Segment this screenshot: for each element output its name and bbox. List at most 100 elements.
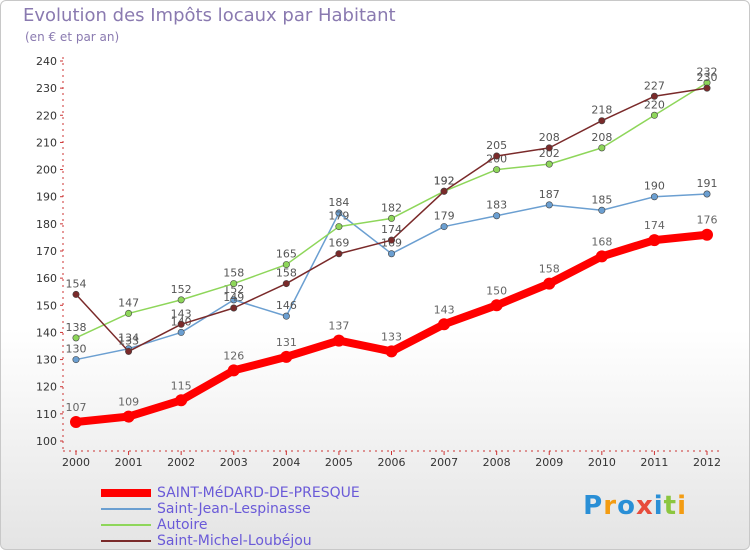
data-point-saint-michel-loub-jou xyxy=(230,304,238,312)
data-label-saint-michel-loub-jou: 218 xyxy=(591,104,612,117)
x-tick-label: 2000 xyxy=(62,456,90,469)
data-point-autoire xyxy=(72,334,80,342)
data-label-saint-michel-loub-jou: 174 xyxy=(381,223,402,236)
y-tick-label: 220 xyxy=(36,109,57,122)
y-tick-label: 200 xyxy=(36,164,57,177)
chart-title: Evolution des Impôts locaux par Habitant xyxy=(23,5,396,26)
data-point-saint-m-dard-de-presque xyxy=(438,318,451,331)
y-tick-label: 240 xyxy=(36,55,57,68)
data-point-saint-jean-lespinasse xyxy=(282,312,290,320)
data-label-autoire: 208 xyxy=(591,131,612,144)
x-tick-label: 2009 xyxy=(535,456,563,469)
y-tick-label: 130 xyxy=(36,354,57,367)
data-label-autoire: 152 xyxy=(171,283,192,296)
data-label-saint-m-dard-de-presque: 143 xyxy=(434,303,455,316)
data-point-saint-m-dard-de-presque xyxy=(595,250,608,263)
data-label-saint-m-dard-de-presque: 107 xyxy=(66,401,87,414)
legend-item: Saint-Michel-Loubéjou xyxy=(101,533,360,549)
data-label-autoire: 138 xyxy=(66,321,87,334)
data-label-saint-jean-lespinasse: 179 xyxy=(434,210,455,223)
y-tick-label: 150 xyxy=(36,299,57,312)
data-label-saint-jean-lespinasse: 146 xyxy=(276,299,297,312)
data-point-saint-jean-lespinasse xyxy=(545,201,553,209)
y-tick-label: 180 xyxy=(36,218,57,231)
data-point-saint-m-dard-de-presque xyxy=(648,234,661,247)
data-point-saint-jean-lespinasse xyxy=(230,296,238,304)
data-point-autoire xyxy=(177,296,185,304)
data-label-saint-michel-loub-jou: 169 xyxy=(328,237,349,250)
data-label-saint-m-dard-de-presque: 126 xyxy=(223,349,244,362)
legend-label: Saint-Jean-Lespinasse xyxy=(157,501,311,517)
legend-item: Saint-Jean-Lespinasse xyxy=(101,501,360,517)
data-label-saint-jean-lespinasse: 152 xyxy=(223,283,244,296)
data-point-saint-m-dard-de-presque xyxy=(122,410,135,423)
x-tick-label: 2012 xyxy=(693,456,721,469)
data-label-autoire: 165 xyxy=(276,248,297,261)
x-tick-label: 2007 xyxy=(430,456,458,469)
data-label-saint-michel-loub-jou: 230 xyxy=(697,71,718,84)
data-point-autoire xyxy=(230,280,238,288)
data-point-saint-michel-loub-jou xyxy=(545,144,553,152)
data-point-saint-m-dard-de-presque xyxy=(175,394,188,407)
data-point-saint-michel-loub-jou xyxy=(598,117,606,125)
data-point-saint-jean-lespinasse xyxy=(650,193,658,201)
data-label-saint-m-dard-de-presque: 176 xyxy=(697,214,718,227)
data-point-saint-jean-lespinasse xyxy=(703,190,711,198)
data-label-saint-m-dard-de-presque: 133 xyxy=(381,330,402,343)
logo-letter: i xyxy=(677,491,687,521)
x-tick-label: 2011 xyxy=(640,456,668,469)
data-point-saint-michel-loub-jou xyxy=(440,187,448,195)
logo-letter: o xyxy=(617,491,636,521)
data-label-saint-m-dard-de-presque: 158 xyxy=(539,263,560,276)
data-point-saint-jean-lespinasse xyxy=(387,250,395,258)
data-label-saint-michel-loub-jou: 154 xyxy=(66,277,87,290)
y-tick-label: 140 xyxy=(36,326,57,339)
data-label-saint-michel-loub-jou: 192 xyxy=(434,174,455,187)
data-label-saint-jean-lespinasse: 184 xyxy=(328,196,349,209)
data-label-saint-michel-loub-jou: 158 xyxy=(276,267,297,280)
data-label-autoire: 232 xyxy=(697,66,718,79)
chart-legend: SAINT-MéDARD-DE-PRESQUE Saint-Jean-Lespin… xyxy=(101,485,360,549)
data-label-autoire: 202 xyxy=(539,147,560,160)
proxiti-logo: Proxiti xyxy=(583,491,687,521)
y-tick-label: 170 xyxy=(36,245,57,258)
data-point-saint-m-dard-de-presque xyxy=(70,416,82,428)
logo-letter: t xyxy=(663,491,678,521)
data-point-saint-michel-loub-jou xyxy=(387,236,395,244)
data-label-saint-jean-lespinasse: 130 xyxy=(66,343,87,356)
y-tick-label: 110 xyxy=(36,408,57,421)
data-label-saint-michel-loub-jou: 143 xyxy=(171,307,192,320)
data-point-saint-jean-lespinasse xyxy=(72,356,80,364)
legend-item: Autoire xyxy=(101,517,360,533)
data-point-autoire xyxy=(598,144,606,152)
data-label-autoire: 182 xyxy=(381,201,402,214)
data-point-saint-jean-lespinasse xyxy=(598,206,606,214)
data-point-autoire xyxy=(387,214,395,222)
data-point-saint-michel-loub-jou xyxy=(72,290,80,298)
data-point-saint-m-dard-de-presque xyxy=(385,345,398,358)
legend-label: Saint-Michel-Loubéjou xyxy=(157,533,312,549)
x-tick-label: 2006 xyxy=(378,456,406,469)
y-tick-label: 160 xyxy=(36,272,57,285)
data-point-saint-michel-loub-jou xyxy=(125,347,133,355)
data-point-autoire xyxy=(125,309,133,317)
data-label-saint-michel-loub-jou: 149 xyxy=(223,291,244,304)
data-point-saint-jean-lespinasse xyxy=(335,209,343,217)
data-point-saint-michel-loub-jou xyxy=(650,92,658,100)
data-point-saint-m-dard-de-presque xyxy=(490,299,503,312)
data-label-saint-m-dard-de-presque: 137 xyxy=(328,320,349,333)
logo-letter: P xyxy=(583,491,604,521)
data-point-saint-m-dard-de-presque xyxy=(701,228,713,241)
logo-letter: r xyxy=(603,491,618,521)
data-label-saint-m-dard-de-presque: 131 xyxy=(276,336,297,349)
x-tick-label: 2002 xyxy=(167,456,195,469)
legend-swatch xyxy=(101,524,151,526)
data-label-saint-jean-lespinasse: 185 xyxy=(591,193,612,206)
legend-item: SAINT-MéDARD-DE-PRESQUE xyxy=(101,485,360,501)
data-point-autoire xyxy=(282,261,290,269)
chart-subtitle: (en € et par an) xyxy=(25,30,120,44)
legend-swatch xyxy=(101,508,151,510)
data-label-saint-m-dard-de-presque: 150 xyxy=(486,284,507,297)
x-tick-label: 2004 xyxy=(272,456,300,469)
